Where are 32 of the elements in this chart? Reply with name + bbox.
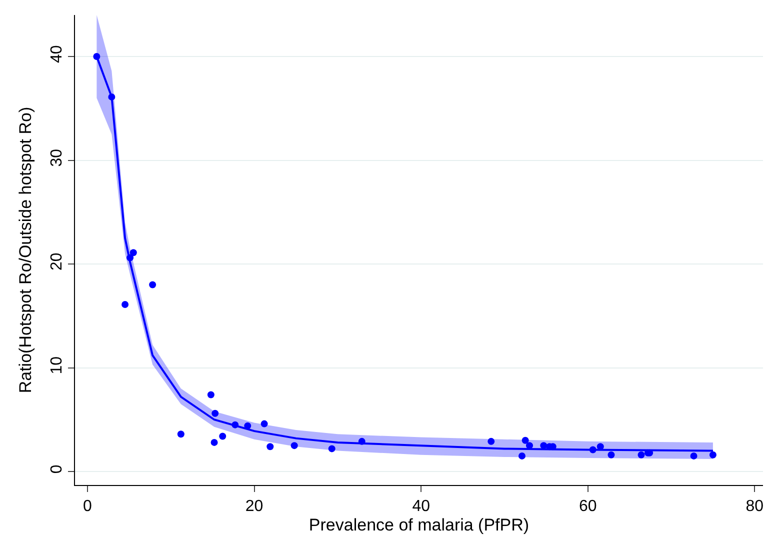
point <box>177 430 184 438</box>
point <box>212 410 219 417</box>
point <box>207 391 214 398</box>
x-tick-label: 80 <box>746 498 764 516</box>
point <box>526 442 533 450</box>
point <box>219 432 226 440</box>
y-tick-label: 40 <box>48 45 66 63</box>
x-tick-label: 0 <box>83 498 92 516</box>
point <box>690 452 698 460</box>
point <box>290 442 298 450</box>
point <box>522 436 529 444</box>
point <box>608 451 615 458</box>
point <box>638 451 645 458</box>
point <box>518 452 526 460</box>
point <box>266 443 274 450</box>
point <box>210 438 218 446</box>
point <box>130 249 137 256</box>
point <box>260 420 268 428</box>
x-tick-label: 60 <box>578 498 597 516</box>
x-axis-title: Prevalence of malaria (PfPR) <box>308 516 530 535</box>
y-tick-label: 10 <box>48 356 66 374</box>
y-axis-title: Ratio(Hotspot Ro/Outside hotspot Ro) <box>16 106 35 394</box>
x-tick-label: 40 <box>412 498 430 516</box>
y-tick-label: 30 <box>48 148 66 167</box>
point <box>488 438 495 445</box>
point <box>122 300 129 308</box>
point <box>149 281 156 288</box>
point <box>328 445 336 452</box>
point <box>709 451 716 458</box>
y-tick-label: 0 <box>48 464 66 474</box>
x-tick-label: 20 <box>245 498 264 516</box>
y-tick-label: 20 <box>48 252 66 271</box>
